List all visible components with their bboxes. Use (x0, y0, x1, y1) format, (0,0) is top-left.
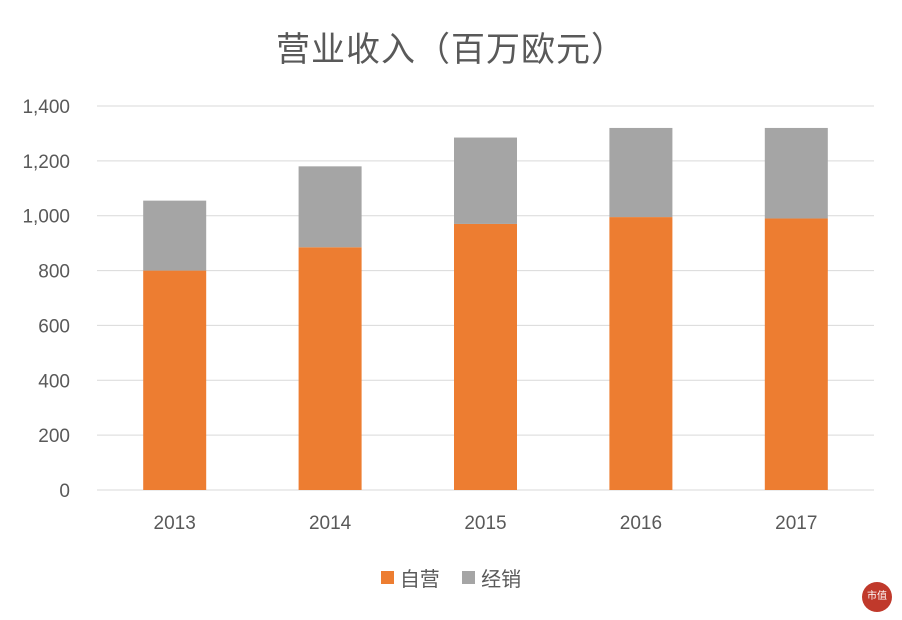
y-tick-label: 1,200 (22, 152, 70, 173)
bar-2016-series-2 (609, 127, 673, 218)
legend-label-series-2: 经销 (481, 567, 522, 591)
legend-item-series-1: 自营 (380, 563, 440, 592)
legend-swatch-series-1 (380, 571, 394, 584)
y-tick-label: 600 (38, 316, 70, 337)
x-tick-label: 2014 (309, 513, 352, 534)
x-tick-label: 2016 (620, 513, 662, 534)
bar-2013-series-2 (143, 200, 207, 271)
legend-label-series-1: 自营 (399, 567, 440, 591)
bar-2014-series-1 (298, 247, 362, 490)
chart-title: 营业收入（百万欧元） (276, 30, 626, 70)
y-tick-label: 0 (59, 481, 70, 502)
x-tick-label: 2013 (154, 513, 196, 534)
y-tick-label: 1,400 (22, 97, 70, 118)
bar-2014-series-2 (298, 166, 362, 248)
y-tick-label: 200 (38, 426, 70, 447)
bar-2017-series-2 (764, 127, 828, 219)
watermark-seal: 市值 (862, 582, 892, 612)
legend-swatch-series-2 (462, 571, 476, 584)
bar-2017-series-1 (764, 218, 828, 490)
bar-2013-series-1 (143, 270, 207, 490)
x-tick-label: 2015 (464, 513, 506, 534)
bar-2015-series-1 (454, 223, 517, 490)
y-tick-label: 1,000 (22, 207, 70, 228)
x-tick-label: 2017 (775, 513, 817, 534)
legend: 自营 经销 (0, 563, 902, 592)
legend-item-series-2: 经销 (462, 563, 521, 592)
bar-2016-series-1 (609, 217, 673, 491)
y-tick-label: 800 (38, 262, 70, 283)
bar-2015-series-2 (454, 137, 517, 224)
y-tick-label: 400 (38, 371, 70, 392)
